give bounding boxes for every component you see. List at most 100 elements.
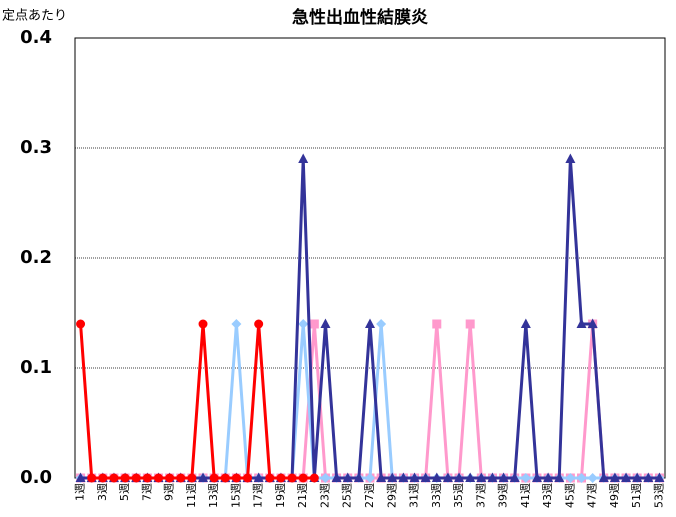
marker [442, 472, 453, 482]
x-tick-label: 23週 [318, 483, 331, 508]
marker [621, 472, 632, 482]
x-tick-label: 5週 [118, 483, 131, 501]
series-line [79, 322, 315, 480]
marker [165, 473, 175, 483]
x-tick-label: 47週 [586, 483, 599, 508]
marker [75, 472, 86, 482]
marker [198, 472, 209, 482]
marker [420, 472, 431, 482]
marker [520, 473, 531, 483]
x-tick-label: 53週 [652, 483, 665, 508]
y-tick-label: 0.1 [20, 357, 52, 378]
marker [87, 473, 97, 483]
marker [654, 472, 665, 482]
chart-title: 急性出血性結膜炎 [292, 7, 428, 28]
marker [643, 472, 654, 482]
marker [287, 473, 297, 483]
x-tick-label: 9週 [163, 483, 176, 501]
marker [498, 472, 509, 482]
marker [554, 472, 565, 482]
marker [587, 318, 598, 328]
marker [565, 153, 576, 163]
marker [187, 473, 197, 483]
marker [320, 473, 331, 483]
marker [220, 473, 230, 483]
marker [598, 472, 609, 482]
x-tick-label: 35週 [452, 483, 465, 508]
marker [431, 472, 442, 482]
marker [487, 472, 498, 482]
marker [298, 319, 309, 329]
marker [265, 473, 275, 483]
y-tick-label: 0.0 [20, 467, 52, 488]
x-tick-label: 31週 [408, 483, 421, 508]
x-tick-label: 29週 [385, 483, 398, 508]
marker [153, 473, 163, 483]
marker [465, 472, 476, 482]
marker [587, 473, 598, 483]
marker [509, 472, 520, 482]
y-tick-label: 0.2 [20, 247, 52, 268]
marker [365, 318, 375, 328]
x-tick-label: 45週 [563, 483, 576, 508]
x-tick-label: 27週 [363, 483, 376, 508]
x-tick-label: 39週 [497, 483, 510, 508]
marker [142, 473, 152, 483]
marker [298, 153, 309, 163]
marker [209, 473, 219, 483]
marker [342, 472, 353, 482]
x-tick-label: 1週 [74, 483, 87, 501]
marker [609, 472, 620, 482]
marker [231, 319, 242, 329]
marker [576, 473, 587, 483]
marker [253, 472, 264, 482]
marker [476, 472, 487, 482]
marker [276, 473, 286, 483]
x-tick-label: 51週 [630, 483, 643, 508]
marker [632, 472, 643, 482]
x-tick-label: 43週 [541, 483, 554, 508]
marker [465, 319, 475, 329]
marker [231, 473, 241, 483]
x-tick-label: 19週 [274, 483, 287, 508]
series-line [80, 322, 660, 480]
marker [365, 473, 375, 483]
x-tick-label: 25週 [341, 483, 354, 508]
marker [376, 319, 387, 329]
marker [254, 319, 264, 329]
x-tick-label: 15週 [229, 483, 242, 508]
marker [409, 472, 420, 482]
marker [109, 473, 119, 483]
marker [353, 472, 364, 482]
marker [331, 472, 342, 482]
marker [543, 472, 554, 482]
x-tick-label: 41週 [519, 483, 532, 508]
marker [454, 472, 465, 482]
marker [120, 473, 130, 483]
marker [565, 473, 576, 483]
marker [387, 472, 398, 482]
x-tick-label: 17週 [252, 483, 265, 508]
marker [320, 318, 331, 328]
marker [576, 318, 587, 328]
marker [376, 472, 387, 482]
y-tick-label: 0.4 [20, 27, 52, 48]
y-tick-label: 0.3 [20, 137, 52, 158]
y-axis-label: 定点あたり [2, 9, 67, 24]
marker [76, 319, 86, 329]
marker [176, 473, 186, 483]
x-tick-label: 49週 [608, 483, 621, 508]
marker [198, 319, 208, 329]
marker [243, 473, 253, 483]
marker [432, 319, 442, 329]
series-line [80, 322, 660, 480]
x-tick-label: 37週 [474, 483, 487, 508]
marker [131, 473, 141, 483]
x-tick-label: 3週 [96, 483, 109, 501]
marker [309, 319, 319, 329]
x-tick-label: 7週 [140, 483, 153, 501]
x-tick-label: 21週 [296, 483, 309, 508]
marker [298, 473, 308, 483]
x-tick-label: 33週 [430, 483, 443, 508]
